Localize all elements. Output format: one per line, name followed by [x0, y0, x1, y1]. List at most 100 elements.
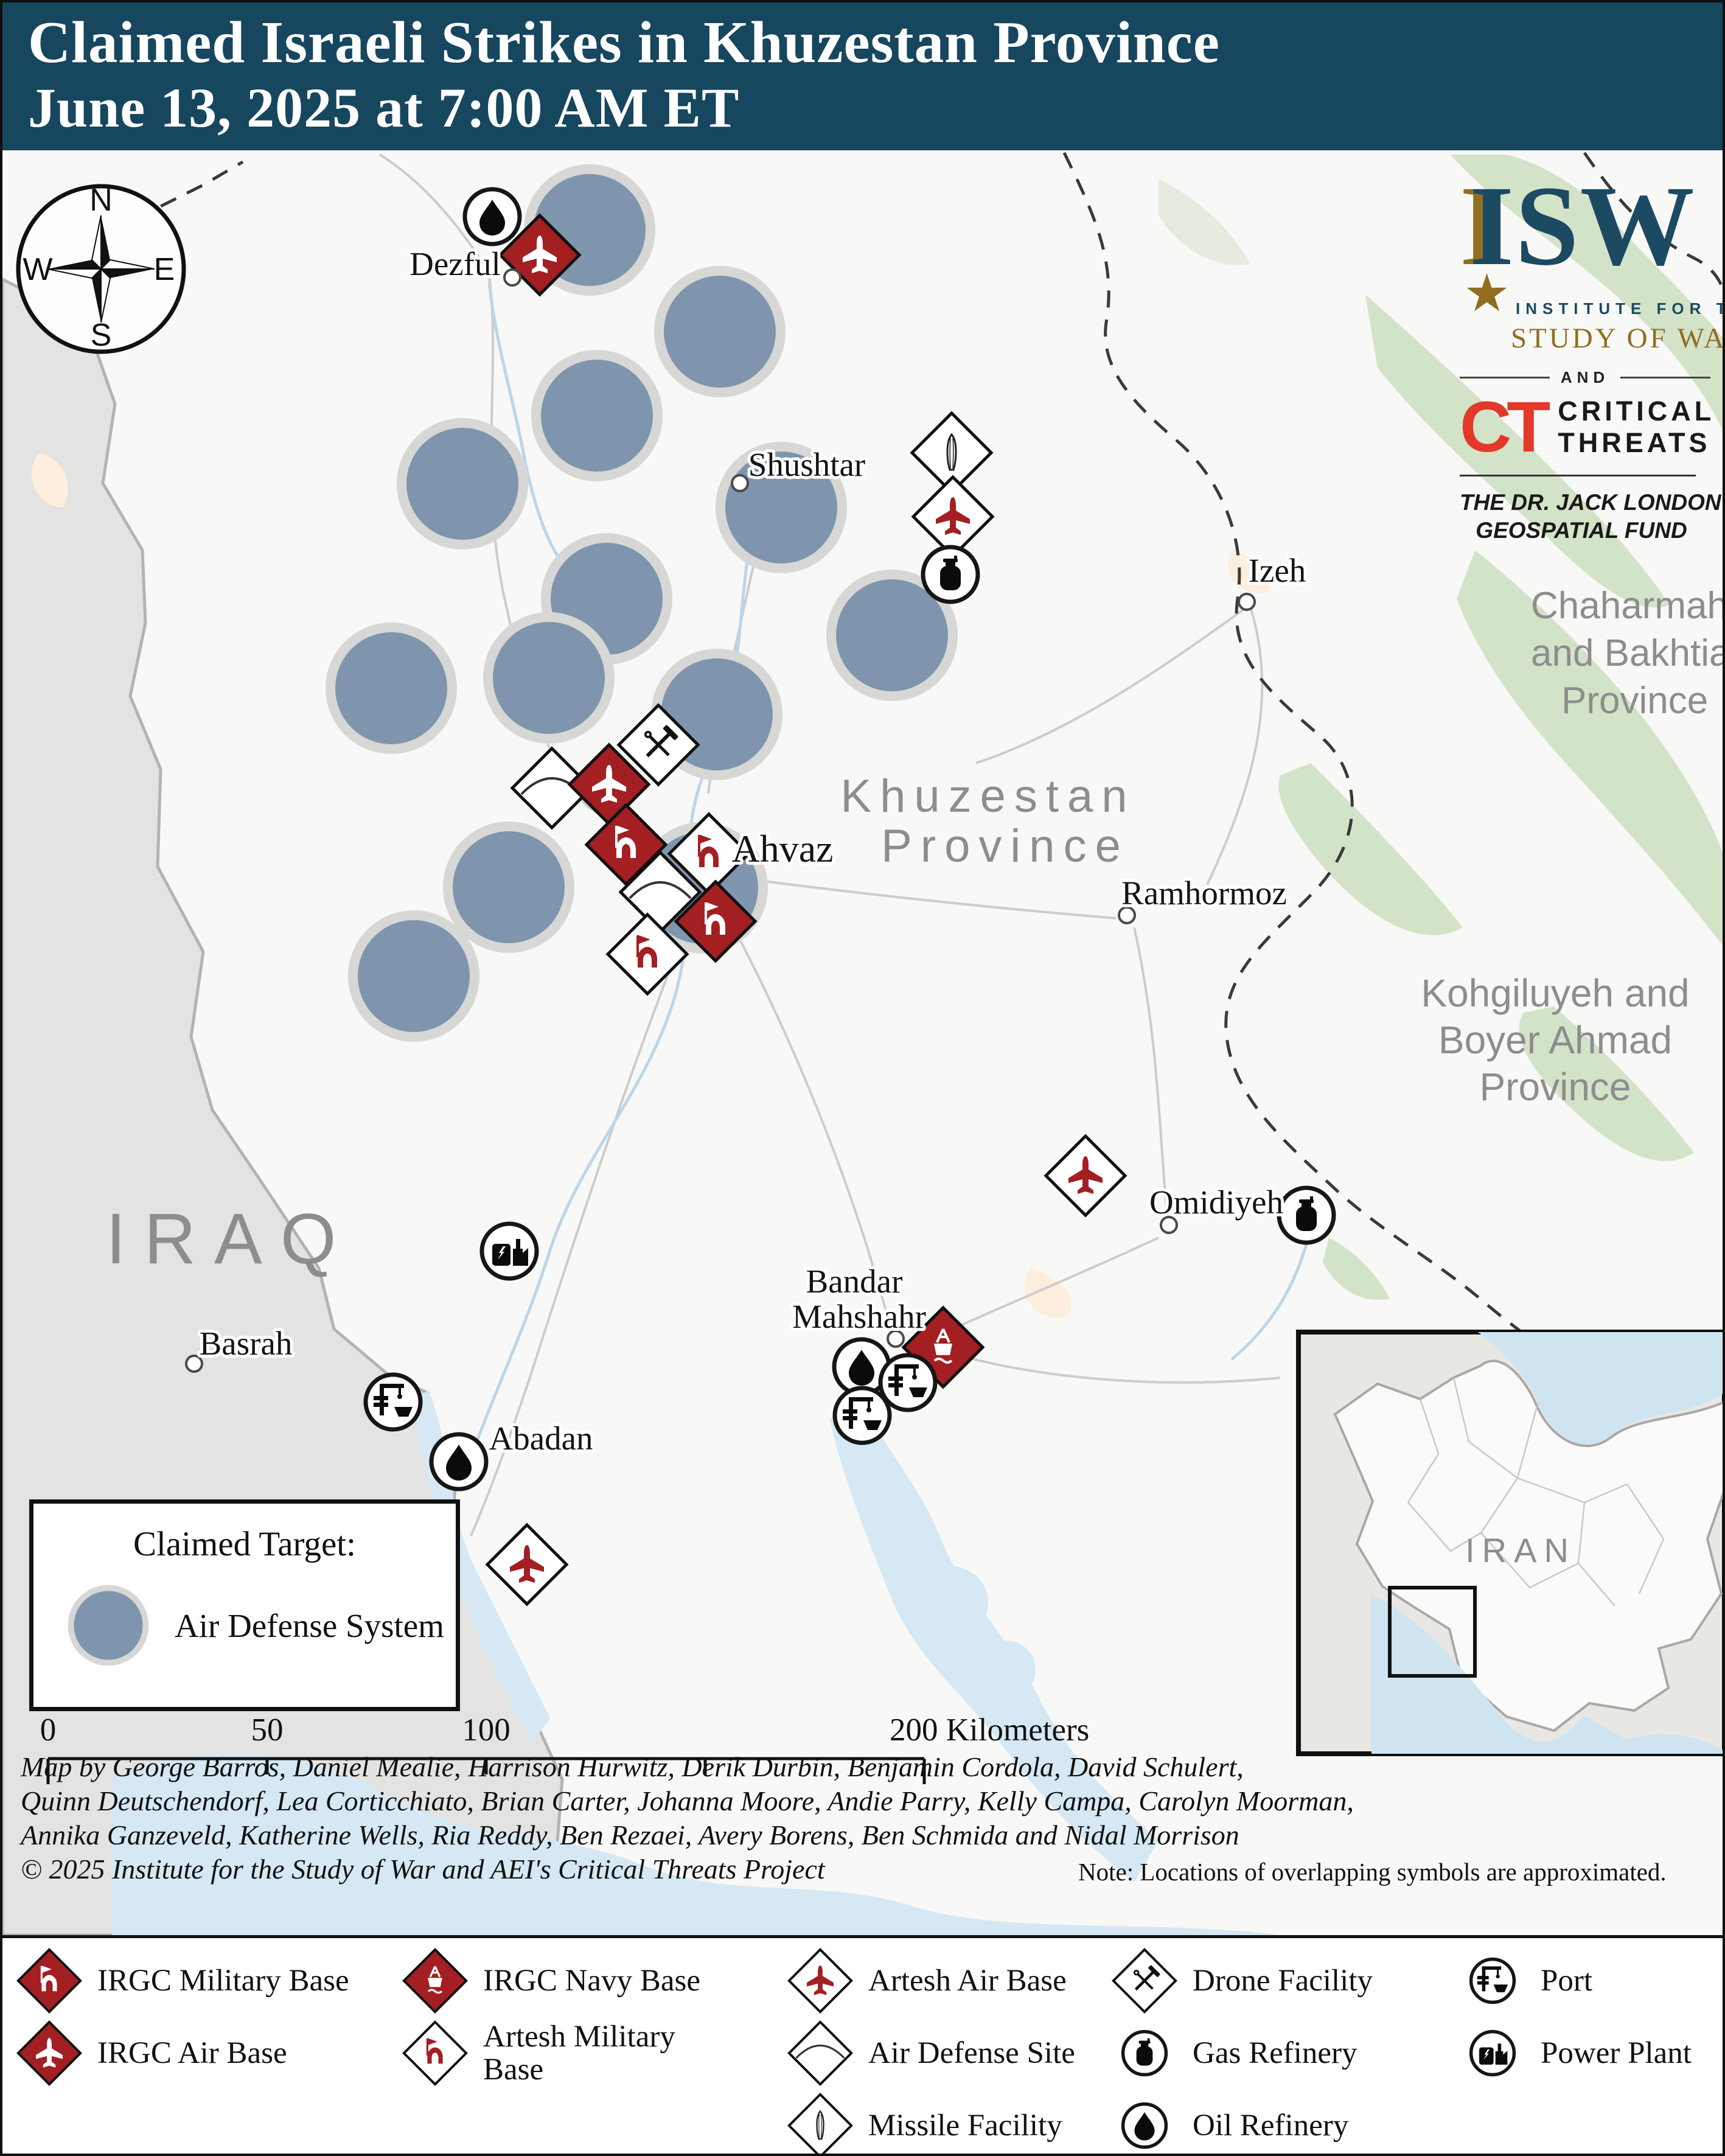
legend-item-port: Port: [1457, 1944, 1692, 2017]
divider-line-right: [1620, 377, 1710, 379]
fund-divider-line: [1460, 475, 1696, 476]
artesh-air-icon: [784, 1945, 856, 2017]
inset-iran-outline: [1333, 1359, 1723, 1732]
symbol-legend: IRGC Military Base IRGC Air Base IRGC Navy…: [2, 1935, 1723, 2156]
legend-item-label: Power Plant: [1541, 2036, 1692, 2070]
legend-item-label: Artesh Military Base: [483, 2019, 675, 2087]
marker-port: [366, 1375, 420, 1429]
artesh-military-icon: [399, 2017, 471, 2089]
gas-icon: [1109, 2017, 1180, 2089]
overlap-note: Note: Locations of overlapping symbols a…: [1078, 1858, 1667, 1886]
roads-layer: [378, 153, 1281, 1537]
title-bar: Claimed Israeli Strikes in Khuzestan Pro…: [2, 2, 1723, 150]
drone-icon: [1109, 1945, 1180, 2017]
inset-map: IRAN: [1296, 1330, 1723, 1756]
power-icon: [1457, 2017, 1528, 2089]
legend-column-5: Port Power Plant: [1457, 1944, 1692, 2089]
marker-target: [353, 915, 475, 1037]
ct-threats-text: THREATS: [1558, 427, 1711, 458]
legend-column-3: Artesh Air Base Air Defense Site Missile F…: [784, 1944, 1075, 2156]
credits-line4: © 2025 Institute for the Study of War an…: [21, 1854, 825, 1885]
branding-block: I ISW ★ INSTITUTE FOR THE STUDY OF WAR A…: [1460, 162, 1725, 545]
marker-gas: [1279, 1188, 1334, 1243]
missile-icon: [784, 2090, 856, 2156]
legend-item-irgc-military: IRGC Military Base: [13, 1944, 349, 2017]
divider-line-left: [1460, 377, 1550, 379]
label-iraq: IRAQ: [106, 1199, 355, 1279]
legend-item-ads: Air Defense Site: [784, 2017, 1075, 2089]
isw-wordmark: ISW: [1469, 162, 1696, 289]
legend-item-power: Power Plant: [1457, 2017, 1692, 2089]
compass-w: W: [23, 252, 52, 287]
compass-n: N: [89, 183, 113, 218]
marker-gas: [923, 547, 978, 602]
label-ahvaz: Ahvaz: [731, 827, 833, 870]
label-ramhormoz: Ramhormoz: [1121, 874, 1287, 912]
isw-study-of-war-text: STUDY OF WAR: [1511, 323, 1725, 354]
marker-oil: [465, 189, 520, 244]
inset-province-lines: [1407, 1377, 1665, 1607]
marker-city: [503, 268, 521, 287]
ct-monogram: CT: [1460, 387, 1550, 467]
legend-item-missile: Missile Facility: [784, 2089, 1075, 2156]
legend-item-irgc-navy: IRGC Navy Base: [399, 1944, 700, 2017]
marker-target: [402, 423, 523, 545]
label-bandar-line2: Mahshahr: [792, 1298, 926, 1335]
label-iran: IRAN: [1465, 1531, 1576, 1569]
marker-power: [482, 1224, 537, 1279]
legend-item-irgc-air: IRGC Air Base: [13, 2017, 349, 2089]
legend-item-label: IRGC Military Base: [97, 1963, 349, 1998]
marker-city: [1238, 593, 1256, 611]
legend-item-label: IRGC Air Base: [97, 2036, 287, 2070]
ct-critical-text: CRITICAL: [1558, 396, 1715, 427]
compass-s: S: [91, 318, 112, 353]
isw-logo: I ISW ★: [1460, 162, 1710, 323]
legend-column-1: IRGC Military Base IRGC Air Base: [13, 1944, 349, 2089]
legend-item-oil: Oil Refinery: [1109, 2089, 1373, 2156]
scale-50: 50: [251, 1712, 284, 1748]
compass-rose: N E S W: [16, 183, 186, 354]
legend-item-label: Drone Facility: [1193, 1963, 1373, 1998]
label-dezful: Dezful: [409, 245, 501, 282]
irgc-navy-icon: [399, 1945, 471, 2017]
label-izeh: Izeh: [1249, 552, 1306, 589]
label-omidiyeh: Omidiyeh: [1149, 1184, 1283, 1221]
marker-oil: [431, 1434, 486, 1489]
marker-port: [835, 1388, 890, 1443]
label-bandar-line1: Bandar: [806, 1263, 903, 1300]
legend-item-label: Gas Refinery: [1193, 2036, 1357, 2070]
critical-threats-logo: CT CRITICAL THREATS: [1460, 387, 1711, 467]
inset-extent-rectangle: [1388, 1586, 1477, 1678]
legend-item-artesh-military: Artesh Military Base: [399, 2017, 700, 2089]
legend-item-drone: Drone Facility: [1109, 1944, 1373, 2017]
oil-icon: [1109, 2090, 1180, 2156]
label-kohgiluyeh-line1: Kohgiluyeh and: [1421, 971, 1689, 1015]
ads-icon: [784, 2017, 856, 2089]
claimed-target-legend: Claimed Target: Air Defense System: [29, 1499, 460, 1711]
title-line1: Claimed Israeli Strikes in Khuzestan Pro…: [28, 10, 1220, 75]
and-divider: AND: [1460, 368, 1710, 387]
label-kohgiluyeh-line3: Province: [1480, 1065, 1631, 1109]
legend-column-4: Drone Facility Gas Refinery Oil Refinery: [1109, 1944, 1373, 2156]
credits-line2: Quinn Deutschendorf, Lea Corticchiato, B…: [21, 1785, 1354, 1816]
compass-e: E: [154, 252, 175, 287]
marker-target: [488, 617, 610, 739]
legend-item-label: Missile Facility: [868, 2108, 1062, 2143]
credits-line1: Map by George Barros, Daniel Mealie, Har…: [21, 1751, 1244, 1782]
city-labels: Dezful Shushtar Izeh Ramhormoz Omidiyeh …: [197, 242, 1309, 1460]
scale-0: 0: [40, 1712, 57, 1748]
title-line2: June 13, 2025 at 7:00 AM ET: [28, 77, 740, 139]
label-chaharmahal-line2: and Bakhtiari: [1531, 632, 1725, 674]
label-basrah: Basrah: [200, 1325, 293, 1362]
scale-100: 100: [462, 1712, 511, 1748]
marker-target: [448, 826, 570, 948]
legend-item-label: Port: [1541, 1963, 1593, 1998]
air-defense-system-swatch-icon: [63, 1580, 154, 1671]
label-kohgiluyeh-line2: Boyer Ahmad: [1438, 1018, 1672, 1062]
legend-column-2: IRGC Navy Base Artesh Military Base: [399, 1944, 700, 2089]
legend-item-label: IRGC Navy Base: [483, 1963, 700, 1998]
scale-200-kilometers: 200 Kilometers: [890, 1712, 1089, 1748]
label-khuzestan-line1: Khuzestan: [840, 770, 1135, 822]
legend-item-label: Oil Refinery: [1193, 2108, 1349, 2143]
